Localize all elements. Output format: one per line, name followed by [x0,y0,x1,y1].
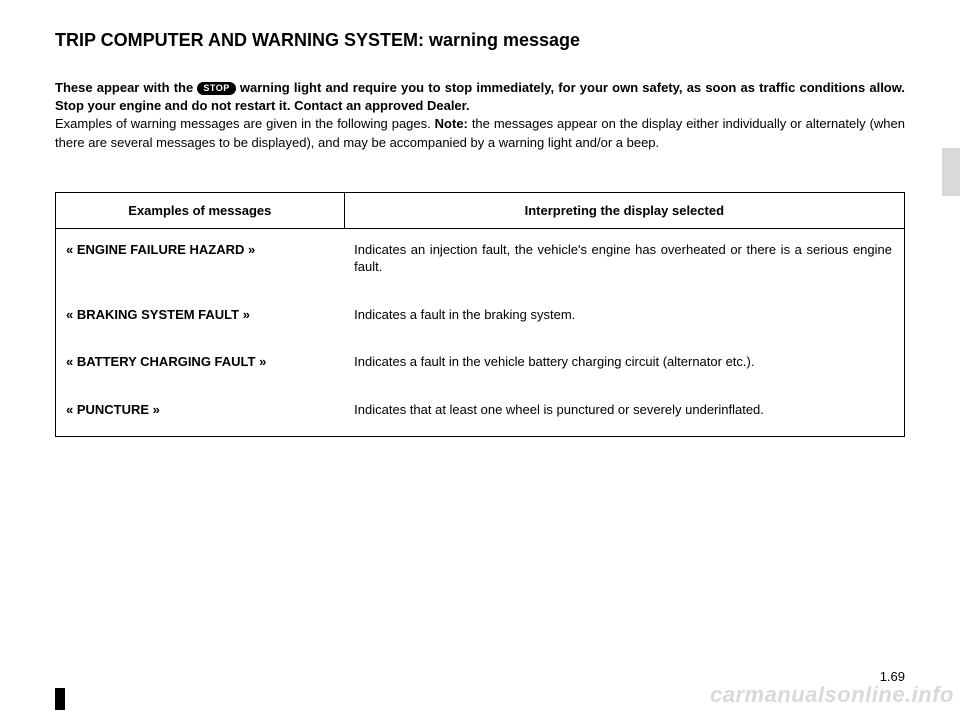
interp-cell: Indicates an injection fault, the vehicl… [344,228,904,294]
interp-cell: Indicates a fault in the vehicle battery… [344,341,904,389]
page-content: TRIP COMPUTER AND WARNING SYSTEM: warnin… [0,0,960,437]
interp-cell: Indicates that at least one wheel is pun… [344,389,904,437]
intro-paragraph: These appear with the STOP warning light… [55,79,905,152]
watermark: carmanualsonline.info [710,682,954,708]
msg-cell: « BRAKING SYSTEM FAULT » [56,294,345,342]
table-row: « ENGINE FAILURE HAZARD » Indicates an i… [56,228,905,294]
header-examples: Examples of messages [56,192,345,228]
table-row: « PUNCTURE » Indicates that at least one… [56,389,905,437]
messages-table: Examples of messages Interpreting the di… [55,192,905,438]
msg-cell: « BATTERY CHARGING FAULT » [56,341,345,389]
table-row: « BATTERY CHARGING FAULT » Indicates a f… [56,341,905,389]
bottom-crop-mark [55,688,65,710]
note-label: Note: [435,116,468,131]
intro-text-3: Examples of warning messages are given i… [55,116,435,131]
interp-cell: Indicates a fault in the braking system. [344,294,904,342]
stop-icon: STOP [197,82,235,95]
side-tab [942,148,960,196]
header-interpreting: Interpreting the display selected [344,192,904,228]
msg-cell: « ENGINE FAILURE HAZARD » [56,228,345,294]
table-row: « BRAKING SYSTEM FAULT » Indicates a fau… [56,294,905,342]
page-title: TRIP COMPUTER AND WARNING SYSTEM: warnin… [55,30,905,51]
intro-bold-1: These appear with the [55,80,197,95]
msg-cell: « PUNCTURE » [56,389,345,437]
table-header-row: Examples of messages Interpreting the di… [56,192,905,228]
